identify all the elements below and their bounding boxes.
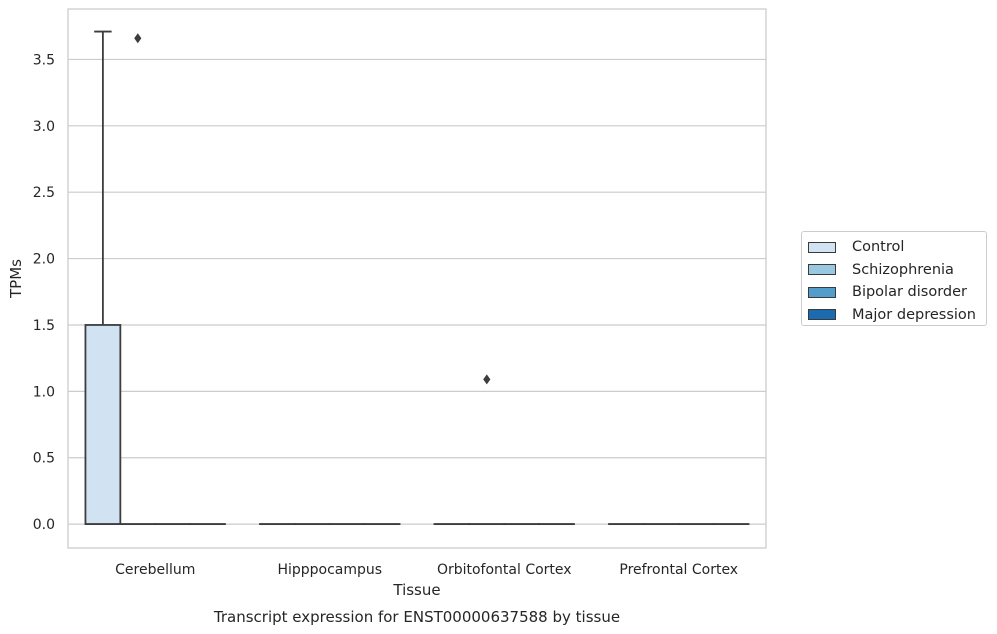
y-axis-label: TPMs: [7, 259, 25, 299]
legend-label-major-depression: Major depression: [852, 306, 976, 323]
legend: Control Schizophrenia Bipolar disorder M…: [801, 231, 987, 326]
legend-swatch-major-depression: [808, 309, 836, 321]
legend-swatch-schizophrenia: [808, 264, 836, 276]
y-tick-label: 0.0: [33, 517, 55, 533]
outlier-point: [134, 33, 142, 44]
y-tick-label: 2.5: [33, 185, 55, 201]
y-tick-label: 1.5: [33, 318, 55, 334]
legend-item-control: Control: [808, 236, 986, 259]
box-schizophrenia: [119, 33, 157, 526]
box-control: [84, 30, 122, 526]
legend-label-control: Control: [852, 239, 905, 256]
chart-title: Transcript expression for ENST0000063758…: [213, 608, 620, 626]
x-tick-label: Cerebellum: [115, 562, 195, 578]
legend-item-schizophrenia: Schizophrenia: [808, 259, 986, 282]
box-schizophrenia: [468, 374, 506, 526]
x-axis-label: Tissue: [392, 581, 440, 599]
plot-frame: [67, 8, 767, 549]
box-plots: [84, 30, 750, 526]
y-tick-label: 0.5: [33, 451, 55, 467]
legend-label-bipolar-disorder: Bipolar disorder: [852, 284, 967, 301]
y-tick-label: 3.5: [33, 52, 55, 68]
x-tick-label: Prefrontal Cortex: [619, 562, 738, 578]
outlier-point: [483, 374, 491, 385]
y-tick-label: 2.0: [33, 252, 55, 268]
x-tick-labels: Cerebellum Hipppocampus Orbitofontal Corte…: [115, 562, 738, 578]
y-tick-labels: 0.0 0.5 1.0 1.5 2.0 2.5 3.0 3.5: [33, 52, 55, 533]
x-tick-label: Hipppocampus: [277, 562, 382, 578]
x-tick-label: Orbitofontal Cortex: [437, 562, 572, 578]
legend-swatch-control: [808, 241, 836, 253]
legend-item-bipolar-disorder: Bipolar disorder: [808, 281, 986, 304]
legend-item-major-depression: Major depression: [808, 304, 986, 327]
box-body: [84, 324, 122, 526]
legend-swatch-bipolar-disorder: [808, 286, 836, 298]
gridlines: [68, 58, 766, 525]
y-tick-label: 3.0: [33, 119, 55, 135]
legend-label-schizophrenia: Schizophrenia: [852, 261, 954, 278]
y-tick-label: 1.0: [33, 384, 55, 400]
